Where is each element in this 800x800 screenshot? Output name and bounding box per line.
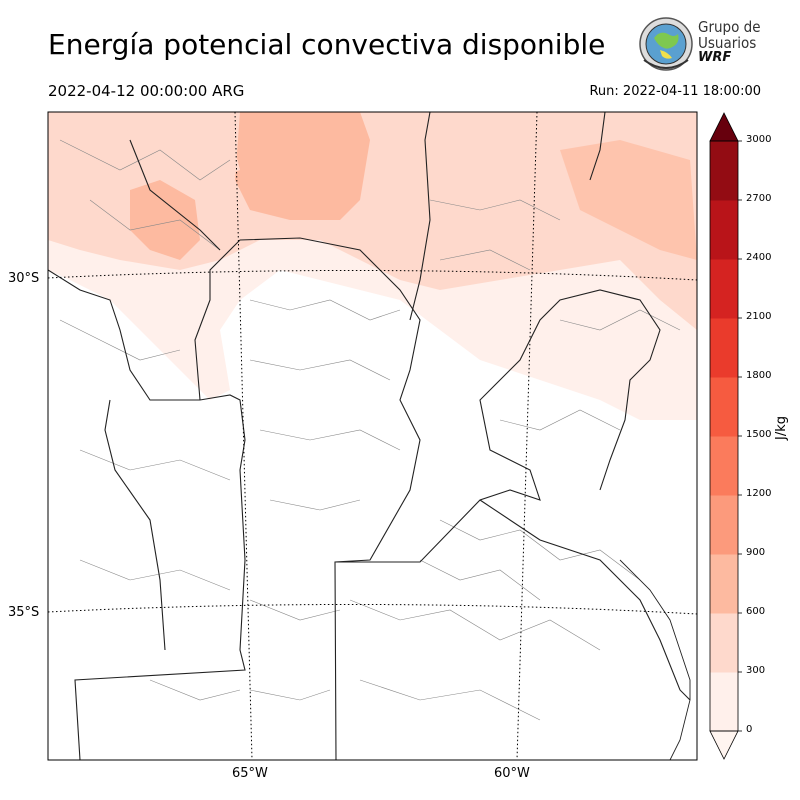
cape-max-east xyxy=(560,140,697,260)
colorbar-over-arrow xyxy=(709,112,739,142)
colorbar-segment xyxy=(710,200,738,260)
globe-icon xyxy=(639,17,693,71)
colorbar-tick-label: 1200 xyxy=(746,488,772,499)
logo-line-1: Grupo de xyxy=(698,18,761,36)
colorbar-tick-label: 2700 xyxy=(746,193,772,204)
department-boundaries xyxy=(59,139,681,721)
map-frame xyxy=(47,111,698,761)
colorbar-tick-label: 2100 xyxy=(746,311,772,322)
colorbar-segment xyxy=(710,672,738,732)
logo-line-2: Usuarios xyxy=(698,34,757,52)
colorbar-tick-label: 900 xyxy=(746,547,766,558)
colorbar-segment xyxy=(710,436,738,496)
colorbar-unit: J/kg xyxy=(774,416,789,440)
colorbar-under-arrow xyxy=(709,730,739,760)
colorbar-segment xyxy=(710,377,738,437)
lon-label-60w: 60°W xyxy=(494,766,530,781)
colorbar xyxy=(709,112,742,760)
valid-time: 2022-04-12 00:00:00 ARG xyxy=(48,82,245,100)
colorbar-tick-label: 1800 xyxy=(746,370,772,381)
wrf-logo: Grupo de Usuarios WRF xyxy=(638,16,768,72)
colorbar-tick-label: 1500 xyxy=(746,429,772,440)
coastline xyxy=(619,559,691,760)
graticule xyxy=(48,112,697,760)
cape-max-west xyxy=(130,180,200,260)
colorbar-tick-label: 0 xyxy=(746,724,753,735)
lat-label-35s: 35°S xyxy=(8,605,40,620)
colorbar-segment xyxy=(710,554,738,614)
colorbar-segment xyxy=(710,613,738,673)
cape-max-north xyxy=(235,112,370,220)
run-time: Run: 2022-04-11 18:00:00 xyxy=(589,84,761,99)
colorbar-segment xyxy=(710,141,738,201)
colorbar-tick-label: 2400 xyxy=(746,252,772,263)
page-title: Energía potencial convectiva disponible xyxy=(48,28,606,61)
colorbar-segment xyxy=(710,318,738,378)
colorbar-segment xyxy=(710,495,738,555)
lon-label-65w: 65°W xyxy=(232,766,268,781)
colorbar-segment xyxy=(710,259,738,319)
colorbar-tick-label: 3000 xyxy=(746,134,772,145)
colorbar-tick-label: 300 xyxy=(746,665,766,676)
logo-line-3: WRF xyxy=(698,50,732,65)
colorbar-tick-label: 600 xyxy=(746,606,766,617)
lat-label-30s: 30°S xyxy=(8,271,40,286)
